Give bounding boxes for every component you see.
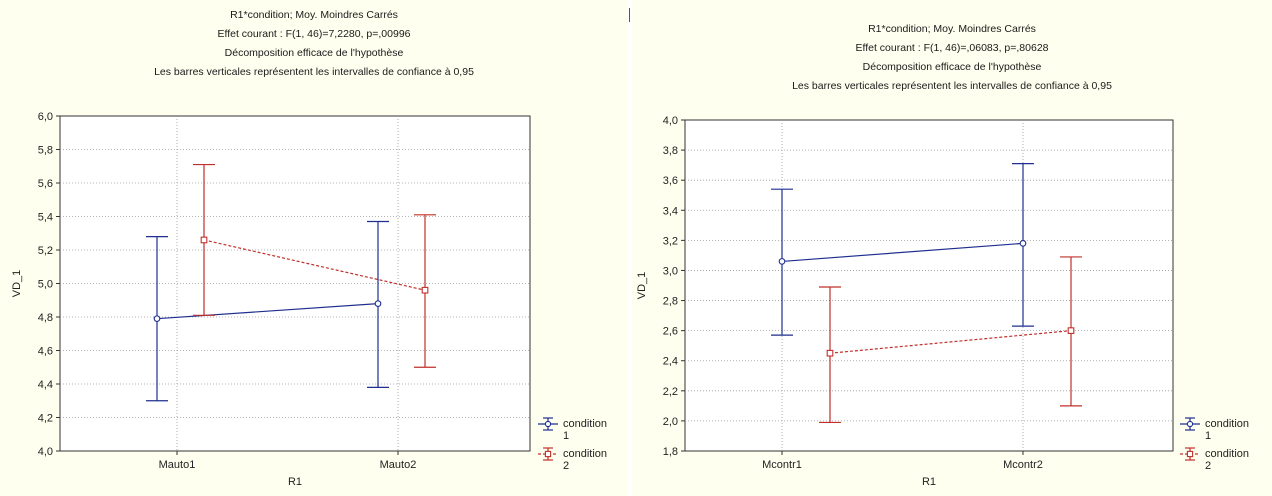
x-axis-label: R1 xyxy=(288,476,302,488)
x-tick-label: Mcontr2 xyxy=(1003,459,1043,471)
y-axis-label: VD_1 xyxy=(636,272,648,300)
data-point xyxy=(374,300,382,307)
series-line-1 xyxy=(156,303,379,320)
series-line-1 xyxy=(781,242,1024,263)
y-tick-label: 2,0 xyxy=(663,416,678,428)
y-tick-label: 6,0 xyxy=(38,111,53,123)
y-tick-label: 5,0 xyxy=(38,279,53,291)
y-tick-label: 4,6 xyxy=(38,346,53,358)
chart-panel-left: R1*condition; Moy. Moindres Carrés Effet… xyxy=(0,0,628,496)
chart-title: R1*condition; Moy. Moindres Carrés xyxy=(230,9,398,21)
series-line-2 xyxy=(829,330,1072,354)
x-tick-label: Mauto1 xyxy=(159,459,196,471)
y-tick-label: 1,8 xyxy=(663,446,678,458)
chart-svg-right: 1,8 2,0 2,2 2,4 2,6 2,8 3,0 3,2 3,4 3,6 3,8 4,0 Mcon… xyxy=(636,115,1249,488)
x-tick-label: Mauto2 xyxy=(380,459,417,471)
y-tick-label: 3,8 xyxy=(663,145,678,157)
separator-line xyxy=(629,8,630,22)
data-point xyxy=(421,286,429,294)
chart-panel-right: R1*condition; Moy. Moindres Carrés Effet… xyxy=(632,0,1272,496)
y-tick-label: 4,0 xyxy=(38,446,53,458)
legend-marker xyxy=(544,420,552,428)
data-point xyxy=(778,258,786,265)
data-point xyxy=(1019,240,1027,247)
data-point xyxy=(1067,327,1075,334)
legend-label: 1 xyxy=(563,430,569,442)
chart-decomposition-line: Décomposition efficace de l'hypothèse xyxy=(224,47,404,59)
chart-title: R1*condition; Moy. Moindres Carrés xyxy=(868,23,1036,35)
series-line-2 xyxy=(203,239,426,291)
y-tick-label: 4,0 xyxy=(663,115,678,127)
data-point xyxy=(200,236,208,244)
legend-label: 2 xyxy=(563,460,569,472)
y-tick-label: 5,8 xyxy=(38,145,53,157)
y-tick-label: 3,0 xyxy=(663,265,678,277)
chart-titles-right: R1*condition; Moy. Moindres Carrés Effet… xyxy=(632,20,1272,96)
y-tick-label: 4,4 xyxy=(38,379,53,391)
plot-area xyxy=(684,119,1174,452)
chart-decomposition-line: Décomposition efficace de l'hypothèse xyxy=(862,61,1042,73)
chart-ci-note: Les barres verticales représentent les i… xyxy=(154,66,474,78)
legend-label: condition xyxy=(563,448,607,460)
y-tick-label: 4,8 xyxy=(38,312,53,324)
y-tick-label: 2,8 xyxy=(663,296,678,308)
y-tick-label: 2,4 xyxy=(663,356,678,368)
y-tick-label: 2,6 xyxy=(663,326,678,338)
y-tick-label: 3,2 xyxy=(663,235,678,247)
legend-label: condition xyxy=(1205,448,1249,460)
legend-label: condition xyxy=(1205,418,1249,430)
legend-marker xyxy=(1186,420,1194,428)
legend-label: 1 xyxy=(1205,430,1211,442)
legend-marker xyxy=(544,450,552,458)
chart-ci-note: Les barres verticales représentent les i… xyxy=(792,80,1112,92)
x-axis-label: R1 xyxy=(922,476,936,488)
y-tick-label: 5,4 xyxy=(38,212,53,224)
data-point xyxy=(153,315,161,323)
y-tick-label: 3,6 xyxy=(663,175,678,187)
y-axis-label: VD_1 xyxy=(11,270,23,298)
y-tick-label: 4,2 xyxy=(38,413,53,425)
chart-svg-left: 4,0 4,2 4,4 4,6 4,8 5,0 5,2 5,4 5,6 5,8 6,0 Mauto1 M… xyxy=(11,111,607,488)
y-tick-label: 2,2 xyxy=(663,386,678,398)
legend-marker xyxy=(1186,450,1194,458)
chart-effect-line: Effet courant : F(1, 46)=,06083, p=,8062… xyxy=(855,42,1049,54)
x-tick-label: Mcontr1 xyxy=(762,459,802,471)
y-tick-label: 5,6 xyxy=(38,178,53,190)
y-tick-label: 5,2 xyxy=(38,245,53,257)
chart-effect-line: Effet courant : F(1, 46)=7,2280, p=,0099… xyxy=(217,28,411,40)
y-tick-label: 3,4 xyxy=(663,205,678,217)
legend-label: 2 xyxy=(1205,460,1211,472)
data-point xyxy=(826,349,834,357)
chart-titles-left: R1*condition; Moy. Moindres Carrés Effet… xyxy=(0,6,628,82)
legend-label: condition xyxy=(563,418,607,430)
